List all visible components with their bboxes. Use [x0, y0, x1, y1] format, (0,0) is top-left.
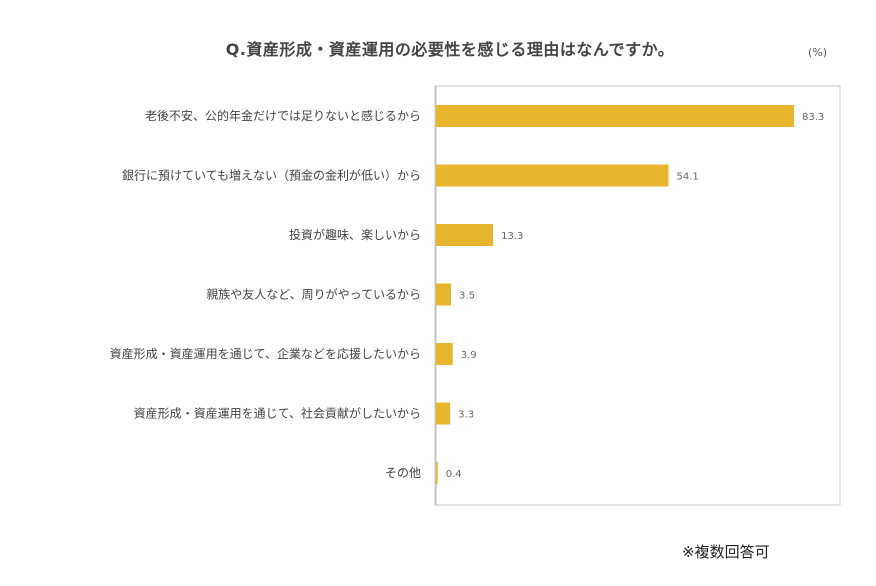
bar: [436, 343, 453, 365]
multiple-answers-note: ※複数回答可: [682, 543, 770, 561]
bar: [436, 224, 494, 246]
bar: [436, 462, 438, 484]
category-label: 資産形成・資産運用を通じて、企業などを応援したいから: [110, 346, 421, 361]
chart-title: Q.資産形成・資産運用の必要性を感じる理由はなんですか。: [225, 40, 675, 59]
value-label: 3.3: [458, 410, 474, 421]
unit-label: (%): [808, 46, 828, 59]
category-label: その他: [385, 466, 421, 480]
category-label: 親族や友人など、周りがやっているから: [206, 287, 421, 302]
value-label: 54.1: [677, 172, 699, 183]
chart-marks: 老後不安、公的年金だけでは足りないと感じるから 83.3 銀行に預けていても増えない…: [110, 105, 824, 484]
category-label: 資産形成・資産運用を通じて、社会貢献がしたいから: [134, 406, 421, 421]
category-label: 投資が趣味、楽しいから: [289, 227, 421, 242]
value-label: 3.9: [461, 350, 477, 361]
category-label: 銀行に預けていても増えない（預金の金利が低い）から: [122, 168, 421, 183]
bar: [436, 402, 451, 425]
value-label: 3.5: [459, 291, 475, 302]
value-label: 0.4: [446, 469, 462, 480]
bar: [436, 164, 669, 187]
value-label: 13.3: [501, 231, 523, 242]
bar: [436, 105, 795, 127]
value-label: 83.3: [802, 112, 824, 123]
category-label: 老後不安、公的年金だけでは足りないと感じるから: [145, 108, 421, 123]
plot-area-frame: [434, 85, 841, 506]
bar: [436, 283, 452, 306]
